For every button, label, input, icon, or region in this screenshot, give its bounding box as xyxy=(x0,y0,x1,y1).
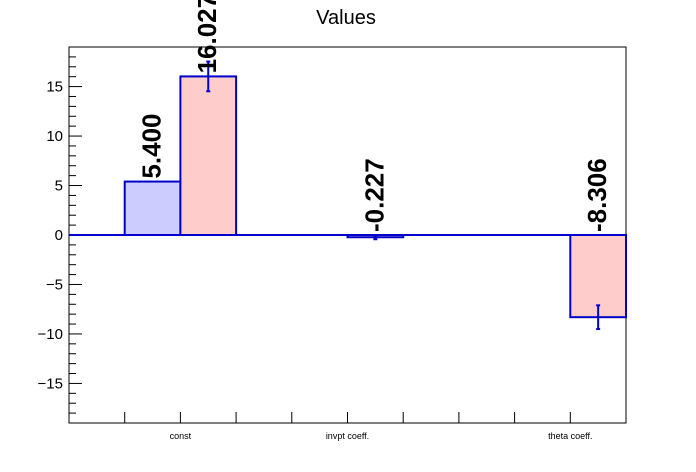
y-tick-label: −15 xyxy=(38,375,63,392)
y-axis: −15 −10 −5 0 5 10 15 xyxy=(38,46,82,424)
value-label: -0.227 xyxy=(359,158,389,232)
x-category-label: theta coeff. xyxy=(548,431,592,441)
bars xyxy=(123,60,627,331)
y-tick-label: 5 xyxy=(55,178,63,195)
x-axis: const invpt coeff. theta coeff. xyxy=(124,412,592,441)
value-label: -8.306 xyxy=(582,158,612,232)
bar xyxy=(179,75,238,236)
value-labels: 5.400 16.027 -0.227 -8.306 xyxy=(137,0,613,232)
y-tick-label: 15 xyxy=(46,79,63,96)
value-label: 16.027 xyxy=(192,0,222,73)
bar xyxy=(569,234,627,319)
bar xyxy=(123,180,182,236)
chart-title: Values xyxy=(316,7,376,29)
y-tick-label: −10 xyxy=(38,326,63,343)
x-category-label: invpt coeff. xyxy=(326,431,369,441)
y-tick-label: −5 xyxy=(46,276,63,293)
y-tick-label: 10 xyxy=(46,128,63,145)
y-tick-label: 0 xyxy=(55,227,63,244)
value-label: 5.400 xyxy=(137,113,167,178)
x-category-label: const xyxy=(170,431,192,441)
